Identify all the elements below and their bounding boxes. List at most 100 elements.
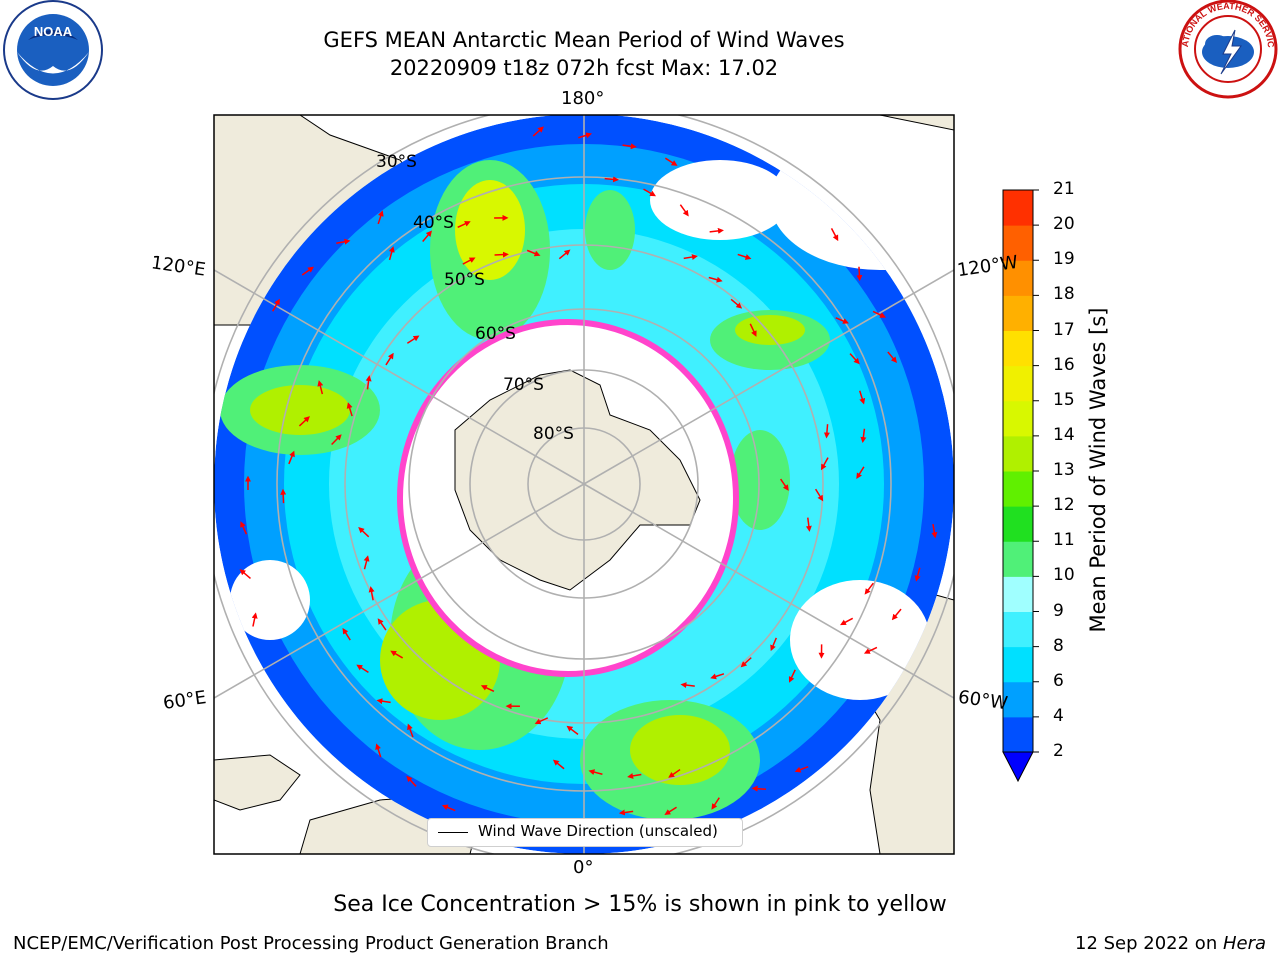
colorbar-tick-label: 11 [1053,530,1075,551]
sea-ice-caption: Sea Ice Concentration > 15% is shown in … [333,892,947,917]
wave-direction-arrow [406,775,417,787]
colorbar-segment [1003,681,1033,718]
wave-direction-arrow [358,526,370,538]
wave-direction-arrow [643,188,657,197]
plot-subtitle: 20220909 t18z 072h fcst Max: 17.02 [389,56,779,80]
colorbar-tick-label: 19 [1053,249,1075,270]
wave-direction-arrow [872,310,887,318]
wave-direction-arrow [280,488,287,504]
footer-date: 12 Sep 2022 on Hera [1075,933,1266,954]
graticule [214,115,954,854]
lat-label-60s: 60°S [475,324,516,344]
wave-direction-arrow [794,766,809,773]
wave-direction-arrow [830,228,839,242]
wave-direction-arrow [406,335,420,344]
wave-direction-arrow [346,402,353,417]
wave-direction-arrow [588,769,603,776]
wave-direction-arrow [272,298,280,312]
wave-direction-arrow [710,673,725,680]
colorbar-tick-label: 16 [1053,354,1075,375]
wave-direction-arrow [422,230,433,242]
colorbar-tick-label: 9 [1053,600,1064,621]
lat-label-70s: 70°S [503,375,544,395]
wave-direction-arrow [566,725,579,735]
wave-direction-arrow [779,478,789,491]
lon-label-0: 0° [573,857,594,878]
colorbar-tick-label: 13 [1053,460,1075,480]
colorbar-tick-label: 17 [1053,319,1075,340]
wave-direction-arrow [407,723,414,738]
colorbar-segment [1003,506,1033,542]
colorbar [1002,189,1039,753]
wave-direction-arrow [390,650,404,659]
wave-direction-arrow [679,204,689,217]
wind-wave-direction-arrows [239,126,938,833]
colorbar-tick-label: 20 [1053,214,1075,235]
footer-date-text: 12 Sep 2022 on [1075,933,1223,954]
colorbar-segment [1003,435,1033,472]
wave-direction-arrow [770,637,777,652]
wave-direction-arrow [558,249,571,260]
colorbar-segment [1003,611,1033,648]
wave-direction-arrow [356,664,369,674]
wave-direction-arrow [711,797,720,810]
colorbar-segment [1003,646,1033,683]
wave-direction-arrow [494,251,509,258]
wave-direction-arrow [820,457,829,471]
wave-direction-arrow [730,298,743,309]
wave-direction-arrow [239,569,251,580]
colorbar-segment [1003,716,1033,753]
wave-direction-arrow [709,227,724,234]
colorbar-segment [1003,295,1033,331]
wave-direction-arrow [288,450,295,465]
wave-direction-arrow [864,582,874,595]
lat-label-40s: 40°S [413,213,454,233]
colorbar-tick-label: 6 [1053,670,1064,691]
wave-direction-arrow [298,416,310,427]
colorbar-label: Mean Period of Wind Waves [s] [1086,307,1110,633]
colorbar-segment [1003,330,1033,367]
wave-direction-arrow [627,772,642,779]
wave-direction-arrow [835,317,849,324]
wave-direction-arrow [683,254,698,260]
wave-direction-arrow [860,428,867,444]
wave-direction-arrow [317,380,324,395]
wave-direction-arrow [891,608,902,621]
wave-direction-arrow [336,238,351,245]
wave-direction-arrow [931,524,938,539]
wave-direction-arrow [788,669,796,683]
wave-direction-arrow [749,323,757,337]
wave-direction-arrow [668,768,681,778]
colorbar-segment [1003,190,1033,226]
wave-direction-arrow [368,586,375,601]
wave-direction-arrow [462,257,476,265]
colorbar-segment [1003,225,1033,261]
colorbar-segment [1003,541,1033,577]
colorbar-tick-label: 12 [1053,495,1075,516]
wave-direction-arrow [385,352,394,366]
legend-label: Wind Wave Direction (unscaled) [478,822,718,840]
colorbar-tick-label: 14 [1053,424,1075,445]
wave-direction-arrow [618,809,634,816]
colorbar-segment [1003,576,1033,612]
wave-direction-arrow [552,759,565,770]
colorbar-tick-label: 8 [1053,635,1064,656]
wave-direction-arrow [251,612,258,627]
wave-direction-arrow [622,143,637,150]
wave-direction-arrow [737,253,752,260]
nws-logo: NATIONAL WEATHER SERVICE [1175,0,1278,99]
wave-direction-arrow [375,743,382,758]
wave-direction-arrow [342,627,351,641]
wave-direction-arrow [680,682,695,689]
wave-direction-arrow [388,246,395,261]
wave-direction-arrow [863,646,878,654]
wave-direction-arrow [914,567,921,582]
colorbar-tick-label: 10 [1053,565,1075,586]
colorbar-segment [1003,365,1033,402]
noaa-logo-text: NOAA [34,24,73,39]
colorbar-tick-label: 21 [1053,179,1075,199]
colorbar-extend-triangle [1002,751,1034,783]
wave-direction-arrow [856,266,863,282]
lat-label-80s: 80°S [533,424,574,444]
